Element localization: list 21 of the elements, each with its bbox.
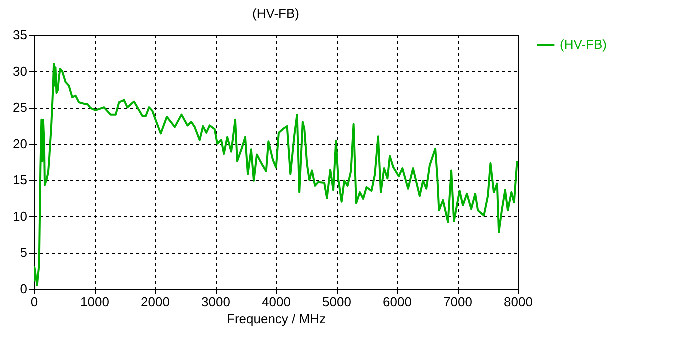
x-tick-label: 5000 <box>322 294 352 310</box>
x-tick-label: 0 <box>30 294 38 310</box>
y-tick-label: 20 <box>13 136 28 152</box>
y-tick-label: 30 <box>13 64 28 79</box>
x-tick-label: 1000 <box>80 294 110 310</box>
chart-title: (HV-FB) <box>252 6 300 21</box>
line-series <box>34 63 518 286</box>
y-tick-label: 0 <box>20 282 28 296</box>
y-tick-label: 25 <box>13 100 28 116</box>
x-axis-title: Frequency / MHz <box>227 312 326 326</box>
y-tick-label: 35 <box>13 28 28 42</box>
y-tick-label: 15 <box>13 172 28 188</box>
y-tick-label: 5 <box>20 245 28 260</box>
x-tick-label: 4000 <box>262 294 291 310</box>
x-tick-label: 7000 <box>444 294 472 310</box>
legend-label: (HV-FB) <box>560 37 607 52</box>
y-tick-label: 10 <box>13 208 28 224</box>
x-tick-label: 8000 <box>504 294 533 310</box>
x-tick-label: 3000 <box>202 294 230 310</box>
x-tick-label: 6000 <box>383 294 412 310</box>
x-tick-label: 2000 <box>141 294 170 310</box>
